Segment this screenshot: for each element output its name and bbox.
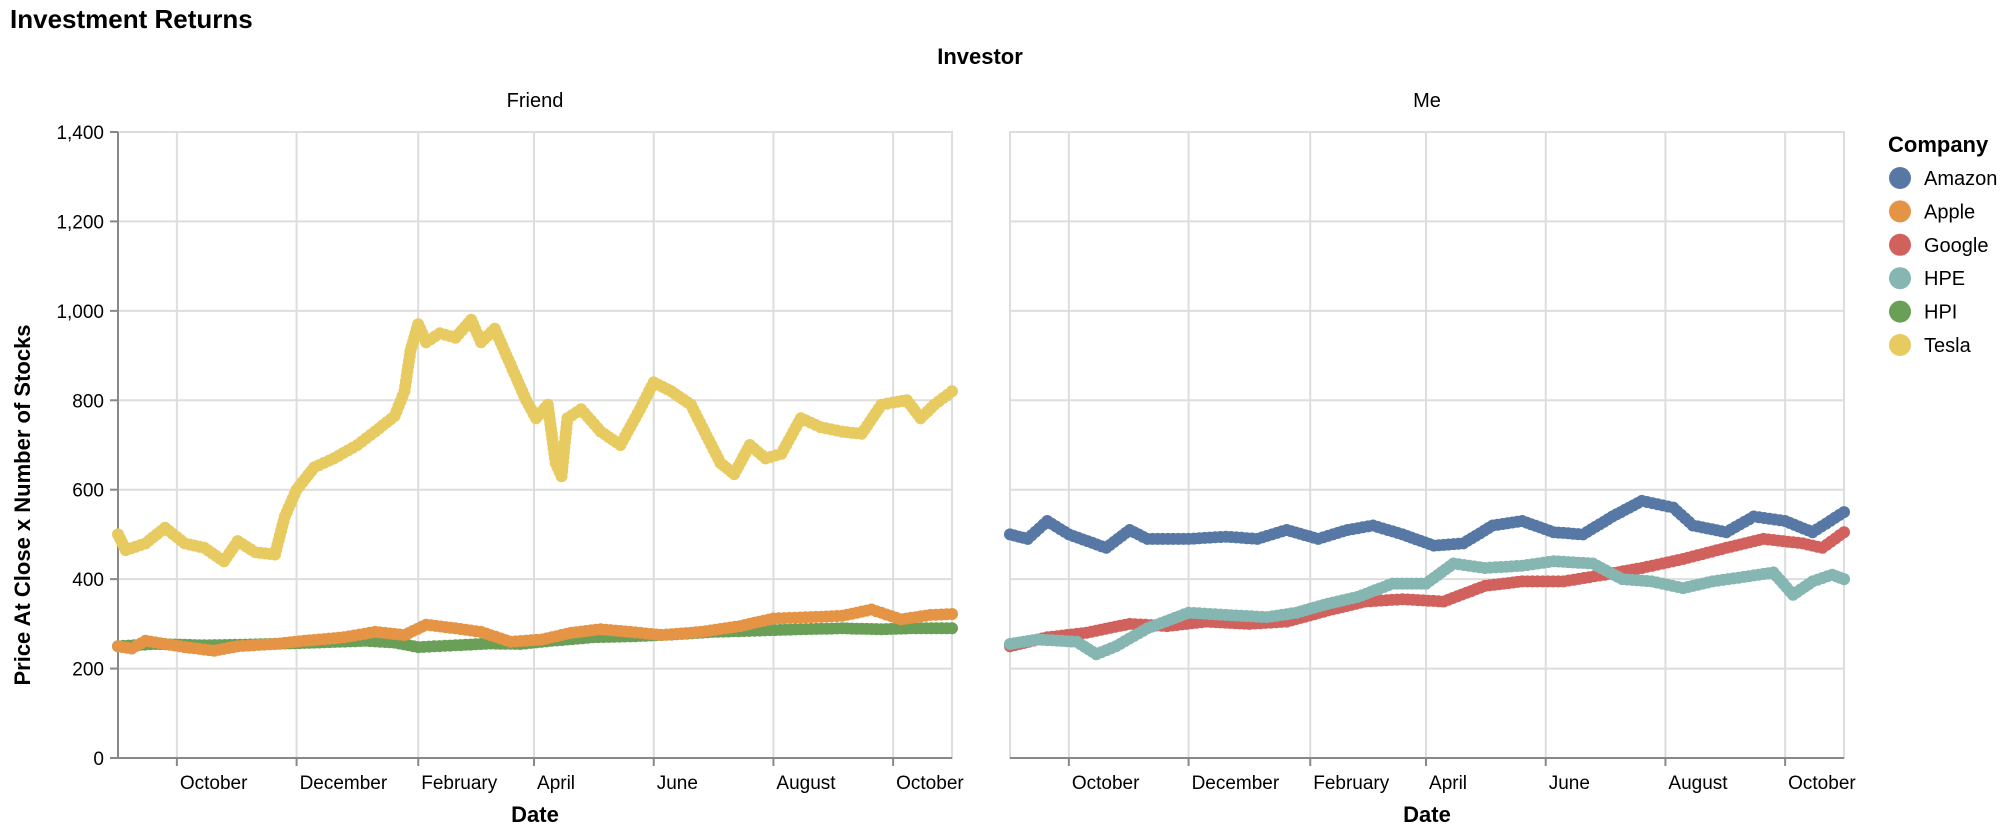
x-tick-label: April — [1429, 773, 1467, 794]
legend-item-google: Google — [1889, 233, 1989, 257]
legend-item-hpe: HPE — [1889, 267, 1965, 290]
chart-title: Investment Returns — [10, 4, 253, 34]
x-tick-label: February — [421, 773, 498, 794]
legend-item-amazon: Amazon — [1889, 167, 1997, 190]
legend-item-hpi: HPI — [1889, 300, 1957, 324]
legend-swatch — [1889, 300, 1911, 323]
facet-label: Me — [1413, 90, 1441, 112]
data-point — [946, 385, 958, 398]
y-tick-label: 1,000 — [56, 302, 104, 323]
legend-swatch — [1889, 334, 1911, 356]
y-tick-label: 400 — [72, 570, 104, 591]
x-tick-label: December — [300, 773, 388, 794]
facet-panels: Friend October December February April June Au… — [56, 90, 1856, 827]
x-tick-label: December — [1192, 773, 1280, 794]
y-tick-label: 200 — [72, 660, 104, 681]
x-tick-label: August — [776, 773, 836, 794]
legend-title: Company — [1888, 132, 1989, 157]
panel-me: Me October December February April June August… — [1004, 90, 1856, 827]
x-tick-label: October — [896, 773, 964, 794]
legend-label: HPE — [1924, 268, 1965, 290]
legend-swatch — [1889, 267, 1911, 290]
data-point — [1838, 526, 1850, 539]
x-axis-title: Date — [511, 802, 559, 827]
x-tick-label: October — [1788, 773, 1856, 794]
x-tick-label: June — [1549, 773, 1590, 794]
x-tick-label: February — [1313, 773, 1390, 794]
y-tick-label: 0 — [93, 749, 104, 770]
data-point — [1838, 506, 1850, 519]
y-tick-label: 600 — [72, 481, 104, 502]
legend-label: Apple — [1924, 201, 1975, 223]
legend-swatch — [1889, 167, 1911, 189]
data-point — [1838, 573, 1850, 586]
x-tick-label: June — [657, 773, 698, 794]
legend-item-apple: Apple — [1889, 200, 1975, 223]
series-apple — [112, 603, 958, 657]
x-tick-label: April — [537, 773, 575, 794]
facet-header: Investor — [937, 44, 1023, 69]
panel-friend: Friend October December February April June Au… — [56, 90, 964, 827]
y-axis-title: Price At Close x Number of Stocks — [10, 324, 35, 685]
legend-label: HPI — [1924, 302, 1957, 324]
legend-item-tesla: Tesla — [1889, 334, 1972, 357]
x-tick-label: October — [1072, 773, 1140, 794]
series-amazon — [1004, 494, 1850, 554]
x-tick-label: August — [1668, 773, 1728, 794]
facet-label: Friend — [507, 90, 564, 112]
series-tesla — [112, 313, 958, 568]
grid — [1010, 131, 1844, 759]
legend-label: Tesla — [1924, 335, 1972, 357]
grid — [118, 131, 952, 759]
legend-label: Google — [1924, 235, 1989, 257]
x-tick-label: October — [180, 773, 248, 794]
legend-swatch — [1889, 200, 1911, 223]
y-tick-label: 1,400 — [56, 123, 104, 144]
legend-swatch — [1889, 233, 1911, 256]
legend-label: Amazon — [1924, 168, 1997, 190]
y-tick-label: 1,200 — [56, 212, 104, 233]
data-point — [946, 608, 958, 620]
x-axis-title: Date — [1403, 802, 1451, 827]
y-tick-label: 800 — [72, 391, 104, 412]
legend: Company Amazon Apple Google HPE HPI Tesla — [1888, 132, 1997, 357]
data-point — [946, 622, 958, 635]
series-hpe — [1004, 555, 1850, 661]
